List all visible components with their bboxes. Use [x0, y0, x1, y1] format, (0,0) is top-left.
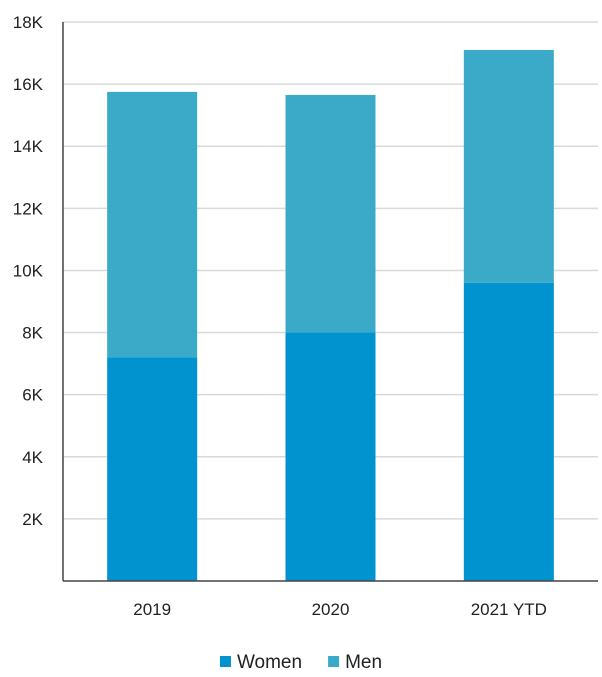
legend-swatch — [328, 656, 340, 667]
legend-item-men: Men — [328, 652, 382, 673]
legend: Women Men — [219, 652, 382, 673]
y-tick-label: 4K — [22, 448, 43, 467]
legend-swatch — [219, 656, 231, 667]
bar-women-2021-ytd — [463, 282, 554, 581]
y-tick-label: 12K — [13, 199, 44, 218]
bar-men-2021-ytd — [463, 49, 554, 283]
y-tick-label: 14K — [13, 137, 44, 156]
bar-men-2020 — [285, 94, 376, 333]
y-tick-label: 6K — [22, 386, 43, 405]
legend-label: Women — [237, 652, 302, 673]
y-tick-labels: 2K 4K 6K 8K 10K 12K 14K 16K 18K — [13, 13, 44, 529]
bars — [107, 49, 554, 581]
y-tick-label: 8K — [22, 324, 43, 343]
x-tick-labels: 2019 2020 2021 YTD — [133, 600, 547, 619]
legend-label: Men — [345, 652, 382, 673]
y-tick-label: 10K — [13, 261, 44, 280]
bar-men-2019 — [107, 91, 198, 358]
bar-women-2019 — [107, 357, 198, 581]
y-tick-label: 16K — [13, 75, 44, 94]
legend-item-women: Women — [219, 652, 302, 673]
axes — [62, 22, 598, 582]
x-tick-label: 2021 YTD — [471, 600, 547, 619]
x-tick-label: 2019 — [133, 600, 171, 619]
y-tick-label: 2K — [22, 510, 43, 529]
y-tick-label: 18K — [13, 13, 44, 32]
x-tick-label: 2020 — [312, 600, 350, 619]
bar-women-2020 — [285, 332, 376, 581]
